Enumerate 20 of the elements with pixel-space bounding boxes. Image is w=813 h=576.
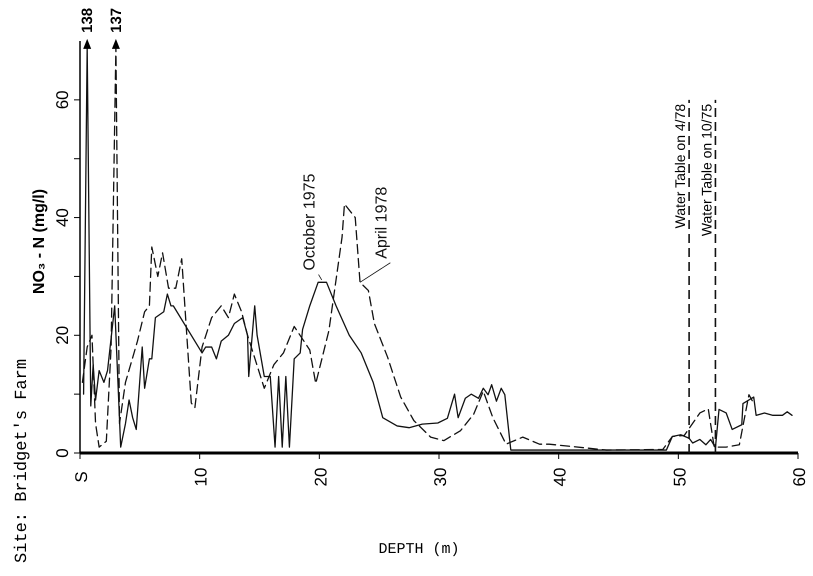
text: April 1978 [373, 186, 390, 259]
annotation: 137 [108, 8, 125, 33]
ref-line-label: Water Table on 4/78 [672, 104, 688, 228]
x-tick-label: S [72, 471, 91, 483]
x-tick-label: 10 [192, 468, 211, 486]
x-tick-label: 40 [550, 468, 570, 486]
x-axis-title: DEPTH (m) [378, 541, 460, 558]
annotation: 138 [79, 8, 96, 33]
x-tick-label: 20 [311, 468, 330, 486]
y-tick-label: 0 [53, 448, 72, 458]
y-tick-label: 60 [53, 90, 72, 110]
x-tick-label: 50 [670, 468, 690, 486]
text: October 1975 [302, 173, 319, 271]
x-tick-label: 30 [431, 468, 450, 486]
text: Site: Bridget's Farm [13, 358, 32, 563]
y-axis-title: NO₃ - N (mg/l) [31, 188, 48, 294]
y-tick-label: 20 [53, 326, 72, 345]
ref-line-label: Water Table on 10/75 [698, 104, 714, 236]
x-tick-label: 60 [790, 468, 809, 486]
y-tick-label: 40 [53, 208, 72, 228]
